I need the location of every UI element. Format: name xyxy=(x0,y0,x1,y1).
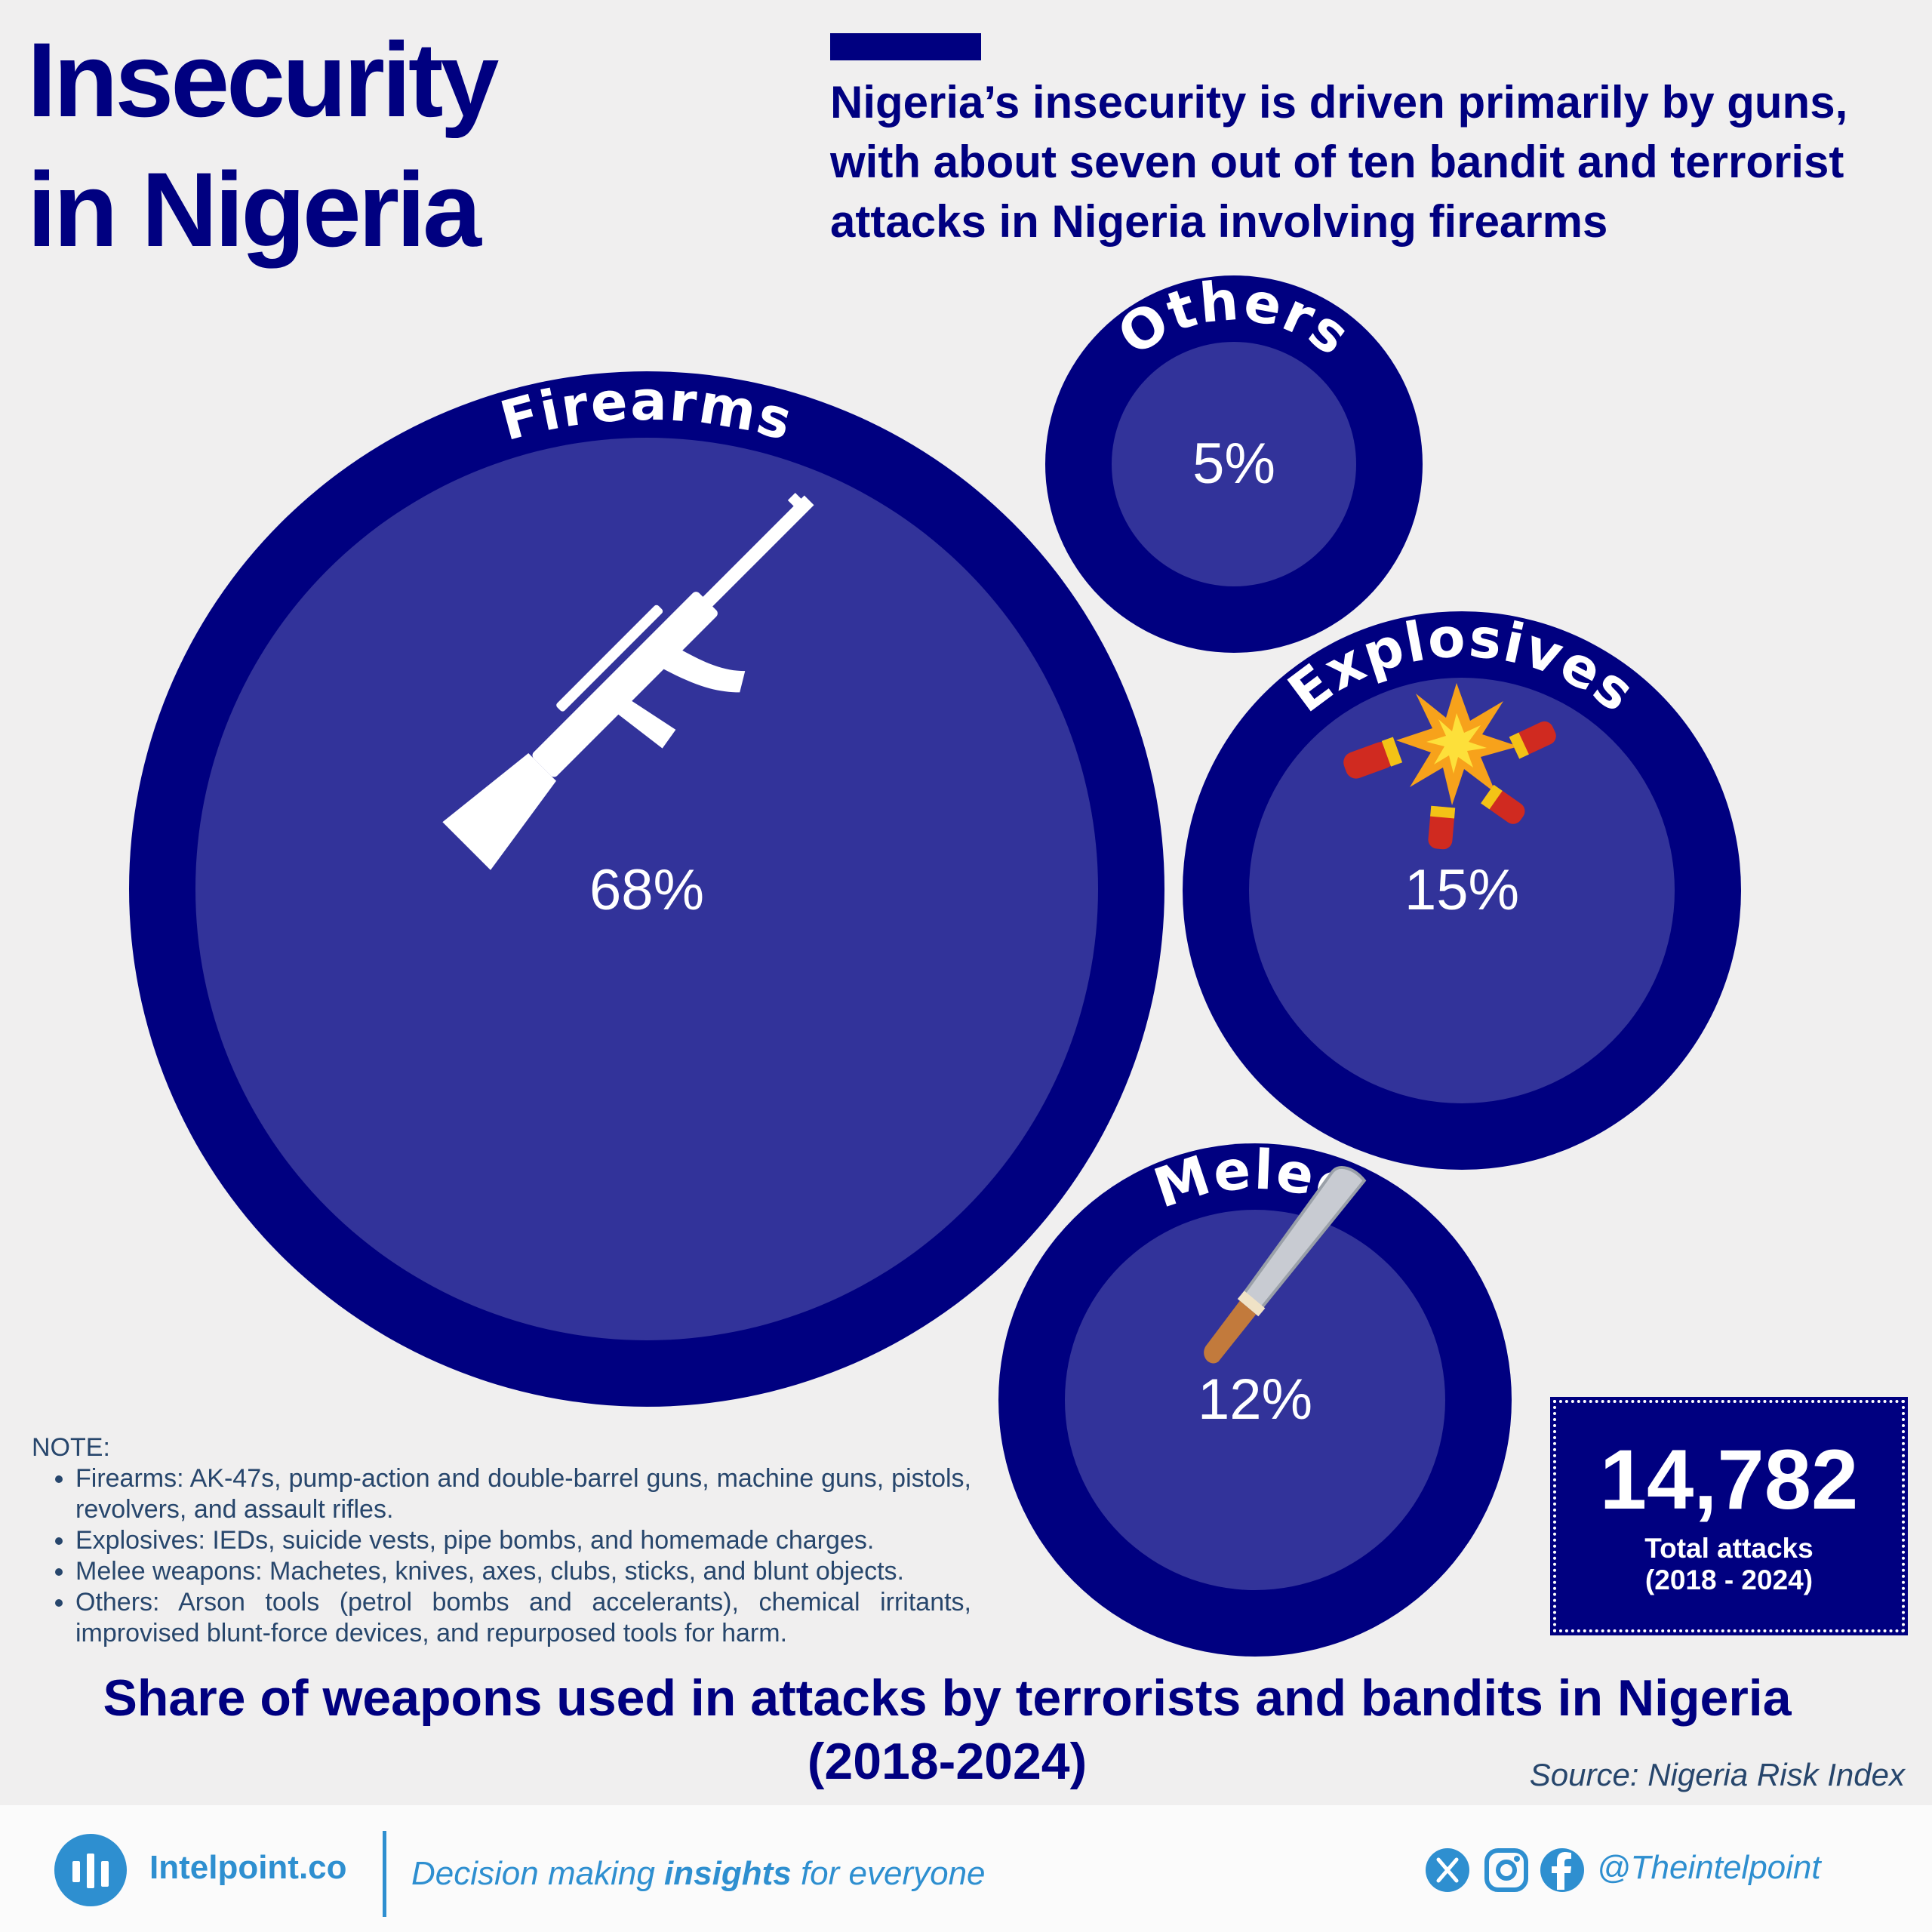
total-attacks-box: 14,782 Total attacks (2018 - 2024) xyxy=(1550,1397,1908,1635)
instagram-icon[interactable] xyxy=(1484,1847,1529,1893)
brand-link[interactable]: Intelpoint.co xyxy=(149,1849,347,1886)
headline-subtitle: Nigeria’s insecurity is driven primarily… xyxy=(830,77,1848,247)
bubble-melee: Melee12% xyxy=(998,1137,1512,1657)
tagline-start: Decision making xyxy=(411,1855,665,1892)
bubble-value-label: 12% xyxy=(1198,1367,1312,1432)
tagline-end: for everyone xyxy=(791,1855,986,1892)
x-icon[interactable] xyxy=(1425,1847,1470,1893)
rifle-icon xyxy=(442,492,814,870)
note-block: NOTE: Firearms: AK-47s, pump-action and … xyxy=(32,1432,971,1649)
explosion-icon xyxy=(1343,683,1556,850)
source-note: Source: Nigeria Risk Index xyxy=(1529,1757,1905,1792)
footer: Intelpoint.co Decision making insights f… xyxy=(0,1805,1932,1932)
chart-title: Share of weapons used in attacks by terr… xyxy=(103,1669,1792,1790)
accent-bar xyxy=(830,33,981,60)
facebook-icon[interactable] xyxy=(1540,1847,1585,1893)
total-attacks-label: Total attacks (2018 - 2024) xyxy=(1644,1533,1814,1595)
tagline: Decision making insights for everyone xyxy=(411,1855,986,1893)
intelpoint-logo-icon xyxy=(54,1834,127,1906)
bubble-inner-disc xyxy=(195,438,1098,1340)
bubble-value-label: 15% xyxy=(1404,858,1519,922)
page-title: Insecurity in Nigeria xyxy=(27,20,499,269)
note-item: Melee weapons: Machetes, knives, axes, c… xyxy=(75,1556,971,1587)
total-attacks-value: 14,782 xyxy=(1599,1432,1859,1527)
bubble-inner-disc xyxy=(1112,342,1356,586)
tagline-emphasis: insights xyxy=(664,1855,792,1892)
social-handle[interactable]: @Theintelpoint xyxy=(1597,1849,1821,1886)
machete-icon xyxy=(1204,1166,1367,1364)
note-heading: NOTE: xyxy=(32,1433,110,1462)
bubble-inner-disc xyxy=(1249,678,1675,1103)
note-item: Explosives: IEDs, suicide vests, pipe bo… xyxy=(75,1525,971,1556)
note-list: Firearms: AK-47s, pump-action and double… xyxy=(32,1463,971,1649)
bubble-value-label: 5% xyxy=(1192,432,1275,496)
bubble-value-label: 68% xyxy=(589,858,704,922)
note-item: Firearms: AK-47s, pump-action and double… xyxy=(75,1463,971,1525)
footer-divider xyxy=(383,1831,386,1917)
note-item: Others: Arson tools (petrol bombs and ac… xyxy=(75,1587,971,1649)
bubble-inner-disc xyxy=(1065,1210,1445,1590)
